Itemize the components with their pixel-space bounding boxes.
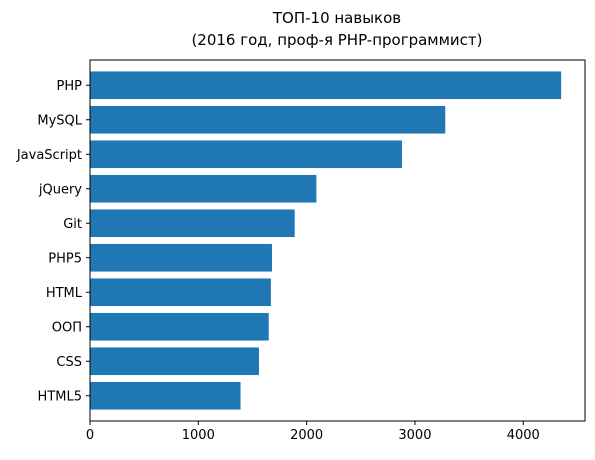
bars-group [90,71,562,410]
y-axis-ticks: PHP MySQL JavaScript jQuery Git PHP5 HTML ООП CS… [16,79,90,404]
y-tick-label: HTML [46,286,83,301]
x-tick-label: 2000 [290,428,323,443]
plot-frame [89,59,586,422]
y-tick-label: CSS [56,355,82,370]
y-tick-label: JavaScript [16,148,82,163]
chart-title-line-1: ТОП-10 навыков [272,9,401,27]
bar-HTML [90,278,271,307]
x-tick-label: 0 [86,428,94,443]
bar-JavaScript [90,140,402,169]
bar-PHP5 [90,243,272,272]
bar-HTML5 [90,381,241,410]
y-tick-label: PHP [57,79,83,94]
bar-ООП [90,312,269,341]
x-tick-label: 1000 [182,428,215,443]
bar-MySQL [90,105,446,134]
y-tick-label: Git [63,217,82,232]
y-tick-label: PHP5 [48,251,82,266]
y-tick-label: HTML5 [38,389,82,404]
bar-CSS [90,347,259,376]
chart-title-line-2: (2016 год, проф-я PHP-программист) [191,31,482,49]
x-axis-ticks: 0 1000 2000 3000 4000 [86,421,540,443]
x-tick-label: 3000 [398,428,431,443]
x-tick-label: 4000 [507,428,540,443]
y-tick-label: jQuery [38,182,82,197]
y-tick-label: ООП [52,320,82,335]
bar-Git [90,209,295,238]
y-tick-label: MySQL [37,113,82,128]
bar-jQuery [90,174,317,203]
bar-PHP [90,71,562,100]
